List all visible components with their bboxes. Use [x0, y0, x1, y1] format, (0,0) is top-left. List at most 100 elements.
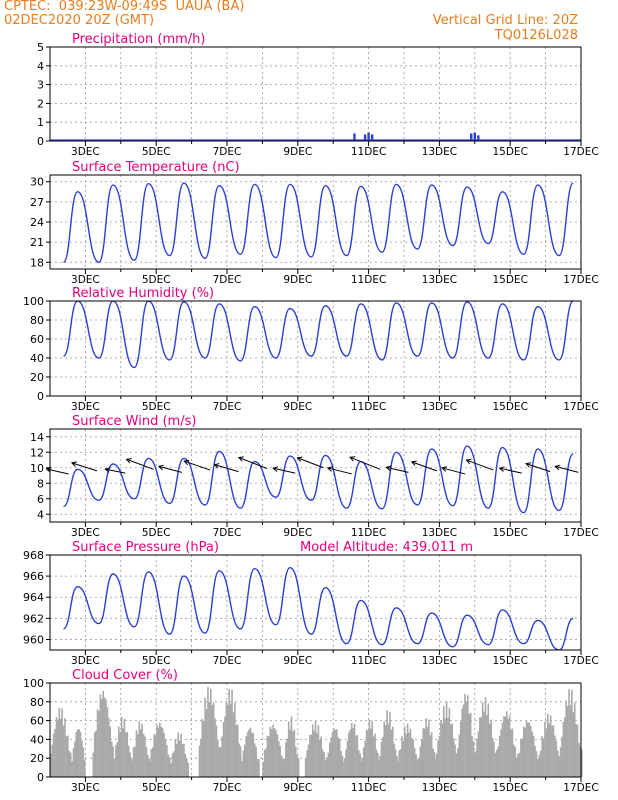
cloud-bar [324, 760, 327, 777]
cloud-bar [293, 729, 296, 777]
cloud-bar [558, 756, 560, 777]
cloud-bar [258, 758, 260, 777]
cloud-bar [444, 718, 446, 777]
cloud-bar [159, 722, 161, 777]
cloud-bar [102, 690, 104, 777]
cloud-bar [343, 758, 346, 777]
cloud-xtick-label: 7DEC [213, 782, 242, 794]
wind-arrow [104, 467, 126, 474]
precip-ytick-label: 4 [37, 60, 44, 73]
cloud-bar [270, 729, 273, 777]
cloud-bar [167, 754, 170, 777]
cloud-bar [408, 732, 410, 777]
cloud-bar [441, 723, 444, 777]
cloud-bar [103, 697, 106, 777]
cloud-bar [336, 729, 338, 777]
wind-arrow-shaft [71, 462, 98, 472]
cloud-bar [161, 728, 164, 777]
cloud-bar [92, 752, 95, 777]
cloud-bar [411, 737, 413, 777]
cloud-bar [581, 749, 583, 777]
cloud-bar [208, 701, 211, 777]
wind-arrow [296, 456, 324, 469]
temp-title: Surface Temperature (nC) [72, 160, 240, 175]
wind-arrow [465, 458, 494, 471]
model-altitude: Model Altitude: 439.011 m [300, 540, 473, 555]
cloud-bar [541, 736, 543, 777]
cloud-bar [471, 736, 473, 777]
cloud-bar [357, 750, 360, 777]
cloud-bar [151, 747, 154, 777]
cloud-bar [64, 718, 66, 777]
rh-xtick-label: 5DEC [142, 401, 171, 413]
cloud-bar [170, 763, 172, 777]
cloud-bar [542, 738, 545, 777]
cloud-bar [280, 755, 283, 777]
cloud-bar [491, 737, 494, 777]
cloud-bar [387, 723, 390, 777]
cloud-bar [131, 760, 134, 777]
cloud-bar [379, 755, 381, 777]
precip-bar [370, 134, 374, 141]
cloud-bar [297, 758, 300, 777]
cloud-bar [459, 721, 462, 777]
cloud-bar [144, 736, 146, 777]
wind-xtick-label: 7DEC [213, 527, 242, 539]
cloud-bar [476, 738, 478, 777]
wind-ytick-label: 8 [37, 477, 44, 490]
cloud-bar [579, 746, 582, 777]
cloud-bar [382, 736, 384, 777]
cloud-bar [442, 706, 445, 777]
wind-ytick-label: 12 [30, 446, 44, 459]
cloud-bar [242, 750, 245, 777]
cloud-bar [432, 748, 434, 777]
cloud-bar [518, 752, 521, 777]
cloud-bar [409, 728, 412, 777]
cloud-bar [145, 746, 148, 777]
press-xtick-label: 9DEC [283, 655, 312, 667]
cloud-bar [241, 761, 243, 777]
cloud-bar [348, 732, 350, 777]
cloud-bar [273, 728, 276, 777]
cloud-bar [79, 731, 82, 777]
cloud-bar [413, 748, 416, 777]
rh-xtick-label: 3DEC [71, 401, 100, 413]
wind-xtick-label: 17DEC [563, 527, 598, 539]
wind-arrow-shaft [327, 467, 352, 475]
wind-arrow-shaft [386, 466, 409, 473]
cloud-bar [480, 717, 483, 777]
cloud-bar [559, 747, 562, 777]
cloud-bar [353, 723, 356, 777]
cloud-bar [50, 753, 52, 777]
wind-panel: Surface Wind (m/s) 4 6 8 10 12 14 3DEC 5DEC 7DEC 9… [30, 414, 599, 539]
cloud-bar [246, 732, 249, 777]
cloud-bar [375, 749, 378, 777]
temp-ytick-label: 21 [30, 236, 44, 249]
cloud-ytick-label: 100 [23, 677, 44, 690]
rh-xtick-label: 9DEC [283, 401, 312, 413]
cloud-bar [74, 741, 76, 777]
cloud-bar [338, 739, 341, 777]
cloud-bar [440, 719, 442, 777]
cloud-bar [562, 721, 565, 777]
cloud-bar [139, 729, 142, 777]
wind-arrow-shaft [466, 459, 494, 471]
cloud-ytick-label: 40 [30, 733, 44, 746]
temp-ytick-label: 18 [30, 256, 44, 269]
cloud-bar [467, 695, 469, 777]
cloud-bar [120, 716, 123, 777]
precip-bar [477, 135, 480, 141]
cloud-bar [184, 753, 187, 777]
cloud-bar [112, 746, 114, 777]
wind-arrow [157, 464, 183, 473]
cloud-bar [236, 724, 239, 777]
rh-ytick-label: 0 [37, 390, 44, 403]
cloud-bar [352, 727, 354, 777]
wind-arrow [237, 456, 268, 469]
temp-series-line [62, 182, 574, 264]
precip-bar [363, 134, 367, 141]
precip-ytick-label: 5 [37, 41, 44, 54]
cloud-bar [327, 752, 330, 777]
cloud-bar [349, 729, 352, 777]
cloud-bar [319, 739, 321, 777]
